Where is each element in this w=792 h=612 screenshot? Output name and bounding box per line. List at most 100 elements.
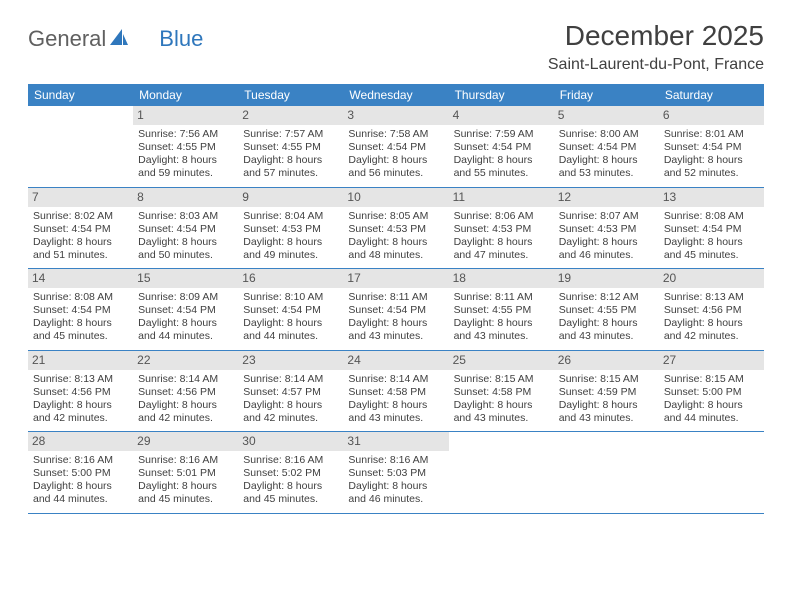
sunrise-text: Sunrise: 8:07 AM bbox=[559, 210, 654, 223]
day-number: 18 bbox=[449, 269, 554, 288]
weeks-container: 1Sunrise: 7:56 AMSunset: 4:55 PMDaylight… bbox=[28, 106, 764, 514]
day-info: Sunrise: 7:57 AMSunset: 4:55 PMDaylight:… bbox=[243, 128, 338, 181]
day-number: 14 bbox=[28, 269, 133, 288]
sunrise-text: Sunrise: 8:14 AM bbox=[348, 373, 443, 386]
day-number: 25 bbox=[449, 351, 554, 370]
day-cell bbox=[554, 432, 659, 513]
daylight-text: Daylight: 8 hours and 44 minutes. bbox=[138, 317, 233, 343]
dow-cell: Saturday bbox=[659, 84, 764, 106]
day-number: 13 bbox=[659, 188, 764, 207]
day-number: 9 bbox=[238, 188, 343, 207]
day-number: 20 bbox=[659, 269, 764, 288]
day-info: Sunrise: 8:02 AMSunset: 4:54 PMDaylight:… bbox=[33, 210, 128, 263]
daylight-text: Daylight: 8 hours and 44 minutes. bbox=[664, 399, 759, 425]
daylight-text: Daylight: 8 hours and 46 minutes. bbox=[559, 236, 654, 262]
day-cell: 11Sunrise: 8:06 AMSunset: 4:53 PMDayligh… bbox=[449, 188, 554, 269]
sunrise-text: Sunrise: 8:08 AM bbox=[664, 210, 759, 223]
day-number: 12 bbox=[554, 188, 659, 207]
day-info: Sunrise: 8:15 AMSunset: 4:59 PMDaylight:… bbox=[559, 373, 654, 426]
sunrise-text: Sunrise: 8:01 AM bbox=[664, 128, 759, 141]
day-info: Sunrise: 8:16 AMSunset: 5:03 PMDaylight:… bbox=[348, 454, 443, 507]
day-number: 21 bbox=[28, 351, 133, 370]
day-cell: 20 Sunrise: 8:13 AMSunset: 4:56 PMDayligh… bbox=[659, 269, 764, 350]
day-number: 10 bbox=[343, 188, 448, 207]
day-number: 6 bbox=[659, 106, 764, 125]
daylight-text: Daylight: 8 hours and 53 minutes. bbox=[559, 154, 654, 180]
sunrise-text: Sunrise: 8:04 AM bbox=[243, 210, 338, 223]
week-row: 7Sunrise: 8:02 AMSunset: 4:54 PMDaylight… bbox=[28, 188, 764, 270]
day-info: Sunrise: 8:14 AMSunset: 4:57 PMDaylight:… bbox=[243, 373, 338, 426]
day-cell: 16Sunrise: 8:10 AMSunset: 4:54 PMDayligh… bbox=[238, 269, 343, 350]
daylight-text: Daylight: 8 hours and 44 minutes. bbox=[33, 480, 128, 506]
sunset-text: Sunset: 4:54 PM bbox=[664, 223, 759, 236]
day-number: 17 bbox=[343, 269, 448, 288]
sunrise-text: Sunrise: 8:05 AM bbox=[348, 210, 443, 223]
day-cell: 7Sunrise: 8:02 AMSunset: 4:54 PMDaylight… bbox=[28, 188, 133, 269]
day-cell: 1Sunrise: 7:56 AMSunset: 4:55 PMDaylight… bbox=[133, 106, 238, 187]
day-number: 2 bbox=[238, 106, 343, 125]
day-info: Sunrise: 8:16 AMSunset: 5:02 PMDaylight:… bbox=[243, 454, 338, 507]
day-info: Sunrise: 8:10 AMSunset: 4:54 PMDaylight:… bbox=[243, 291, 338, 344]
day-cell: 4Sunrise: 7:59 AMSunset: 4:54 PMDaylight… bbox=[449, 106, 554, 187]
day-cell bbox=[28, 106, 133, 187]
day-info: Sunrise: 8:13 AMSunset: 4:56 PMDaylight:… bbox=[33, 373, 128, 426]
month-title: December 2025 bbox=[548, 20, 764, 52]
sunrise-text: Sunrise: 8:12 AM bbox=[559, 291, 654, 304]
day-info: Sunrise: 8:15 AMSunset: 4:58 PMDaylight:… bbox=[454, 373, 549, 426]
sunrise-text: Sunrise: 8:00 AM bbox=[559, 128, 654, 141]
title-block: December 2025 Saint-Laurent-du-Pont, Fra… bbox=[548, 20, 764, 74]
day-cell bbox=[659, 432, 764, 513]
week-row: 21 Sunrise: 8:13 AMSunset: 4:56 PMDayligh… bbox=[28, 351, 764, 433]
sunset-text: Sunset: 4:54 PM bbox=[33, 223, 128, 236]
sunset-text: Sunset: 4:58 PM bbox=[348, 386, 443, 399]
day-cell bbox=[449, 432, 554, 513]
dow-cell: Sunday bbox=[28, 84, 133, 106]
sunset-text: Sunset: 4:54 PM bbox=[348, 304, 443, 317]
daylight-text: Daylight: 8 hours and 42 minutes. bbox=[138, 399, 233, 425]
sunrise-text: Sunrise: 8:16 AM bbox=[33, 454, 128, 467]
sunset-text: Sunset: 4:57 PM bbox=[243, 386, 338, 399]
sunrise-text: Sunrise: 8:02 AM bbox=[33, 210, 128, 223]
daylight-text: Daylight: 8 hours and 52 minutes. bbox=[664, 154, 759, 180]
dow-cell: Monday bbox=[133, 84, 238, 106]
sunset-text: Sunset: 4:56 PM bbox=[138, 386, 233, 399]
day-cell: 12Sunrise: 8:07 AMSunset: 4:53 PMDayligh… bbox=[554, 188, 659, 269]
day-cell: 26 Sunrise: 8:15 AMSunset: 4:59 PMDayligh… bbox=[554, 351, 659, 432]
day-info: Sunrise: 8:11 AMSunset: 4:54 PMDaylight:… bbox=[348, 291, 443, 344]
day-cell: 5Sunrise: 8:00 AMSunset: 4:54 PMDaylight… bbox=[554, 106, 659, 187]
daylight-text: Daylight: 8 hours and 49 minutes. bbox=[243, 236, 338, 262]
sunset-text: Sunset: 4:56 PM bbox=[33, 386, 128, 399]
sunset-text: Sunset: 4:58 PM bbox=[454, 386, 549, 399]
daylight-text: Daylight: 8 hours and 45 minutes. bbox=[138, 480, 233, 506]
day-of-week-header: SundayMondayTuesdayWednesdayThursdayFrid… bbox=[28, 84, 764, 106]
header: General Blue December 2025 Saint-Laurent… bbox=[28, 20, 764, 74]
day-info: Sunrise: 8:16 AMSunset: 5:01 PMDaylight:… bbox=[138, 454, 233, 507]
sunset-text: Sunset: 4:54 PM bbox=[138, 223, 233, 236]
sunrise-text: Sunrise: 8:15 AM bbox=[664, 373, 759, 386]
day-number: 24 bbox=[343, 351, 448, 370]
day-number: 15 bbox=[133, 269, 238, 288]
daylight-text: Daylight: 8 hours and 43 minutes. bbox=[559, 317, 654, 343]
sunrise-text: Sunrise: 8:14 AM bbox=[138, 373, 233, 386]
day-info: Sunrise: 8:05 AMSunset: 4:53 PMDaylight:… bbox=[348, 210, 443, 263]
sunrise-text: Sunrise: 7:59 AM bbox=[454, 128, 549, 141]
logo: General Blue bbox=[28, 20, 203, 52]
sunset-text: Sunset: 4:53 PM bbox=[454, 223, 549, 236]
daylight-text: Daylight: 8 hours and 56 minutes. bbox=[348, 154, 443, 180]
sunset-text: Sunset: 5:03 PM bbox=[348, 467, 443, 480]
day-cell: 3Sunrise: 7:58 AMSunset: 4:54 PMDaylight… bbox=[343, 106, 448, 187]
dow-cell: Friday bbox=[554, 84, 659, 106]
day-info: Sunrise: 8:13 AMSunset: 4:56 PMDaylight:… bbox=[664, 291, 759, 344]
day-number: 26 bbox=[554, 351, 659, 370]
sunset-text: Sunset: 4:55 PM bbox=[243, 141, 338, 154]
daylight-text: Daylight: 8 hours and 59 minutes. bbox=[138, 154, 233, 180]
day-number: 28 bbox=[28, 432, 133, 451]
sunset-text: Sunset: 5:00 PM bbox=[33, 467, 128, 480]
daylight-text: Daylight: 8 hours and 42 minutes. bbox=[33, 399, 128, 425]
sunset-text: Sunset: 5:02 PM bbox=[243, 467, 338, 480]
day-cell: 28 Sunrise: 8:16 AMSunset: 5:00 PMDayligh… bbox=[28, 432, 133, 513]
day-number: 1 bbox=[133, 106, 238, 125]
day-info: Sunrise: 8:08 AMSunset: 4:54 PMDaylight:… bbox=[664, 210, 759, 263]
daylight-text: Daylight: 8 hours and 55 minutes. bbox=[454, 154, 549, 180]
location: Saint-Laurent-du-Pont, France bbox=[548, 56, 764, 74]
